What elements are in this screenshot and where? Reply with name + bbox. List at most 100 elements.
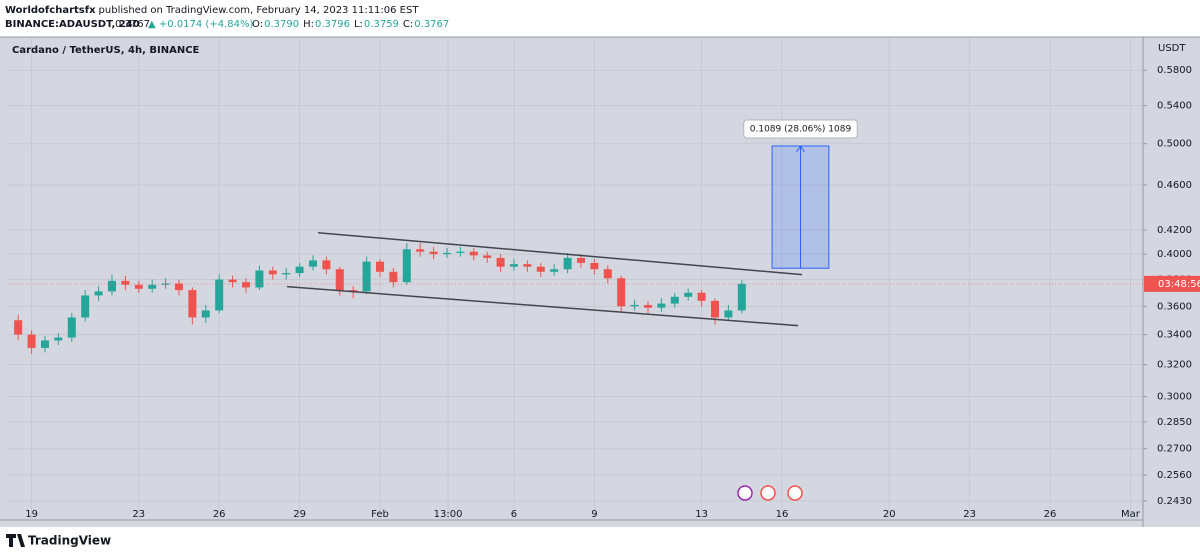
y-tick-label: 0.3400 xyxy=(1157,330,1192,341)
symbol: BINANCE:ADAUSDT, 240 xyxy=(5,19,140,30)
candle-body xyxy=(523,264,532,267)
candle-body xyxy=(188,290,197,318)
candle-body xyxy=(94,291,103,296)
ohlc-label: H: xyxy=(303,19,314,30)
y-tick-label: 0.5000 xyxy=(1157,139,1192,150)
y-tick-label: 0.5800 xyxy=(1157,65,1192,76)
y-tick-label: 0.3200 xyxy=(1157,360,1192,371)
event-icons xyxy=(737,485,803,501)
candle-body xyxy=(630,304,639,307)
candle-body xyxy=(429,251,438,255)
candle-body xyxy=(241,282,250,288)
y-tick-label: 0.3000 xyxy=(1157,392,1192,403)
ohlc-info: O: 0.3790 H: 0.3796 L: 0.3759 C: 0.3767 xyxy=(252,19,449,30)
x-tick-label: Mar xyxy=(1121,509,1141,520)
candle-body xyxy=(107,280,116,292)
candle-body xyxy=(282,273,291,275)
candle-body xyxy=(509,264,518,267)
y-tick-label: 0.2430 xyxy=(1157,496,1192,507)
countdown-box xyxy=(1144,275,1200,292)
brand: TradingView xyxy=(28,534,111,548)
candle-body xyxy=(81,295,90,318)
x-tick-label: 13 xyxy=(695,509,708,520)
candle-body xyxy=(14,320,23,335)
x-tick-label: 26 xyxy=(213,509,226,520)
x-tick-label: 9 xyxy=(591,509,597,520)
candle-body xyxy=(617,278,626,307)
candle-body xyxy=(349,290,358,292)
y-tick-label: 0.2700 xyxy=(1157,444,1192,455)
published-info: published on TradingView.com, February 1… xyxy=(99,5,420,16)
candle-body xyxy=(496,257,505,267)
candle-body xyxy=(67,317,76,338)
ohlc-label: O: xyxy=(252,19,263,30)
candle-body xyxy=(375,261,384,272)
y-tick-label: 0.3600 xyxy=(1157,301,1192,312)
candle-body xyxy=(550,269,559,272)
trendline xyxy=(286,285,799,327)
x-tick-label: 16 xyxy=(776,509,789,520)
y-tick-label: 0.5400 xyxy=(1157,101,1192,112)
y-tick-label: 0.2560 xyxy=(1157,470,1192,481)
last-price: 0.3767 xyxy=(115,19,150,30)
candle-body xyxy=(657,303,666,308)
candle-body xyxy=(670,296,679,304)
candle-body xyxy=(389,271,398,283)
candle-body xyxy=(603,269,612,279)
event-icon[interactable] xyxy=(737,485,753,501)
x-tick-label: 23 xyxy=(132,509,145,520)
x-tick-label: 6 xyxy=(511,509,517,520)
candle-body xyxy=(201,310,210,318)
x-tick-label: 20 xyxy=(883,509,896,520)
candle-body xyxy=(684,292,693,297)
candle-body xyxy=(295,266,304,274)
candle-body xyxy=(402,249,411,283)
candle-body xyxy=(563,257,572,270)
x-tick-label: Feb xyxy=(371,509,389,520)
y-axis-unit: USDT xyxy=(1158,43,1186,54)
trendline xyxy=(318,231,803,276)
ohlc-value: 0.3767 xyxy=(414,19,449,30)
candle-body xyxy=(362,261,371,292)
candle-body xyxy=(161,283,170,285)
y-tick-label: 0.4000 xyxy=(1157,249,1192,260)
measure-label: 0.1089 (28.06%) 1089 xyxy=(750,124,852,134)
event-icon[interactable] xyxy=(760,485,776,501)
x-tick-label: 26 xyxy=(1044,509,1057,520)
ohlc-label: L: xyxy=(354,19,363,30)
publisher: Worldofchartsfx xyxy=(5,5,96,16)
price-change: ▲ +0.0174 (+4.84%) xyxy=(148,19,253,30)
candle-body xyxy=(710,300,719,318)
candle-body xyxy=(268,270,277,275)
candle-body xyxy=(724,310,733,318)
x-tick-label: 13:00 xyxy=(434,509,463,520)
event-icon[interactable] xyxy=(787,485,803,501)
candle-body xyxy=(308,260,317,267)
candle-body xyxy=(590,262,599,270)
candle-body xyxy=(442,252,451,255)
candle-body xyxy=(174,283,183,291)
logo xyxy=(6,534,25,547)
candle-body xyxy=(416,249,425,252)
ohlc-value: 0.3759 xyxy=(364,19,399,30)
candle-body xyxy=(27,334,36,348)
candle-body xyxy=(54,337,63,341)
candle-body xyxy=(228,279,237,283)
chart-title: Cardano / TetherUS, 4h, BINANCE xyxy=(12,45,200,56)
y-tick-label: 0.4600 xyxy=(1157,180,1192,191)
y-tick-label: 0.4200 xyxy=(1157,225,1192,236)
candle-body xyxy=(456,251,465,253)
candle-body xyxy=(536,266,545,272)
candle-body xyxy=(121,280,130,285)
ohlc-value: 0.3796 xyxy=(315,19,350,30)
grid: 0.58000.54000.50000.46000.42000.40000.38… xyxy=(8,38,1192,520)
candle-body xyxy=(255,270,264,288)
chart-background xyxy=(0,37,1200,527)
candle-body xyxy=(40,340,49,348)
ohlc-label: C: xyxy=(403,19,413,30)
candle-body xyxy=(483,255,492,258)
candle-body xyxy=(469,251,478,256)
x-tick-label: 29 xyxy=(293,509,306,520)
y-tick-label: 0.2850 xyxy=(1157,417,1192,428)
